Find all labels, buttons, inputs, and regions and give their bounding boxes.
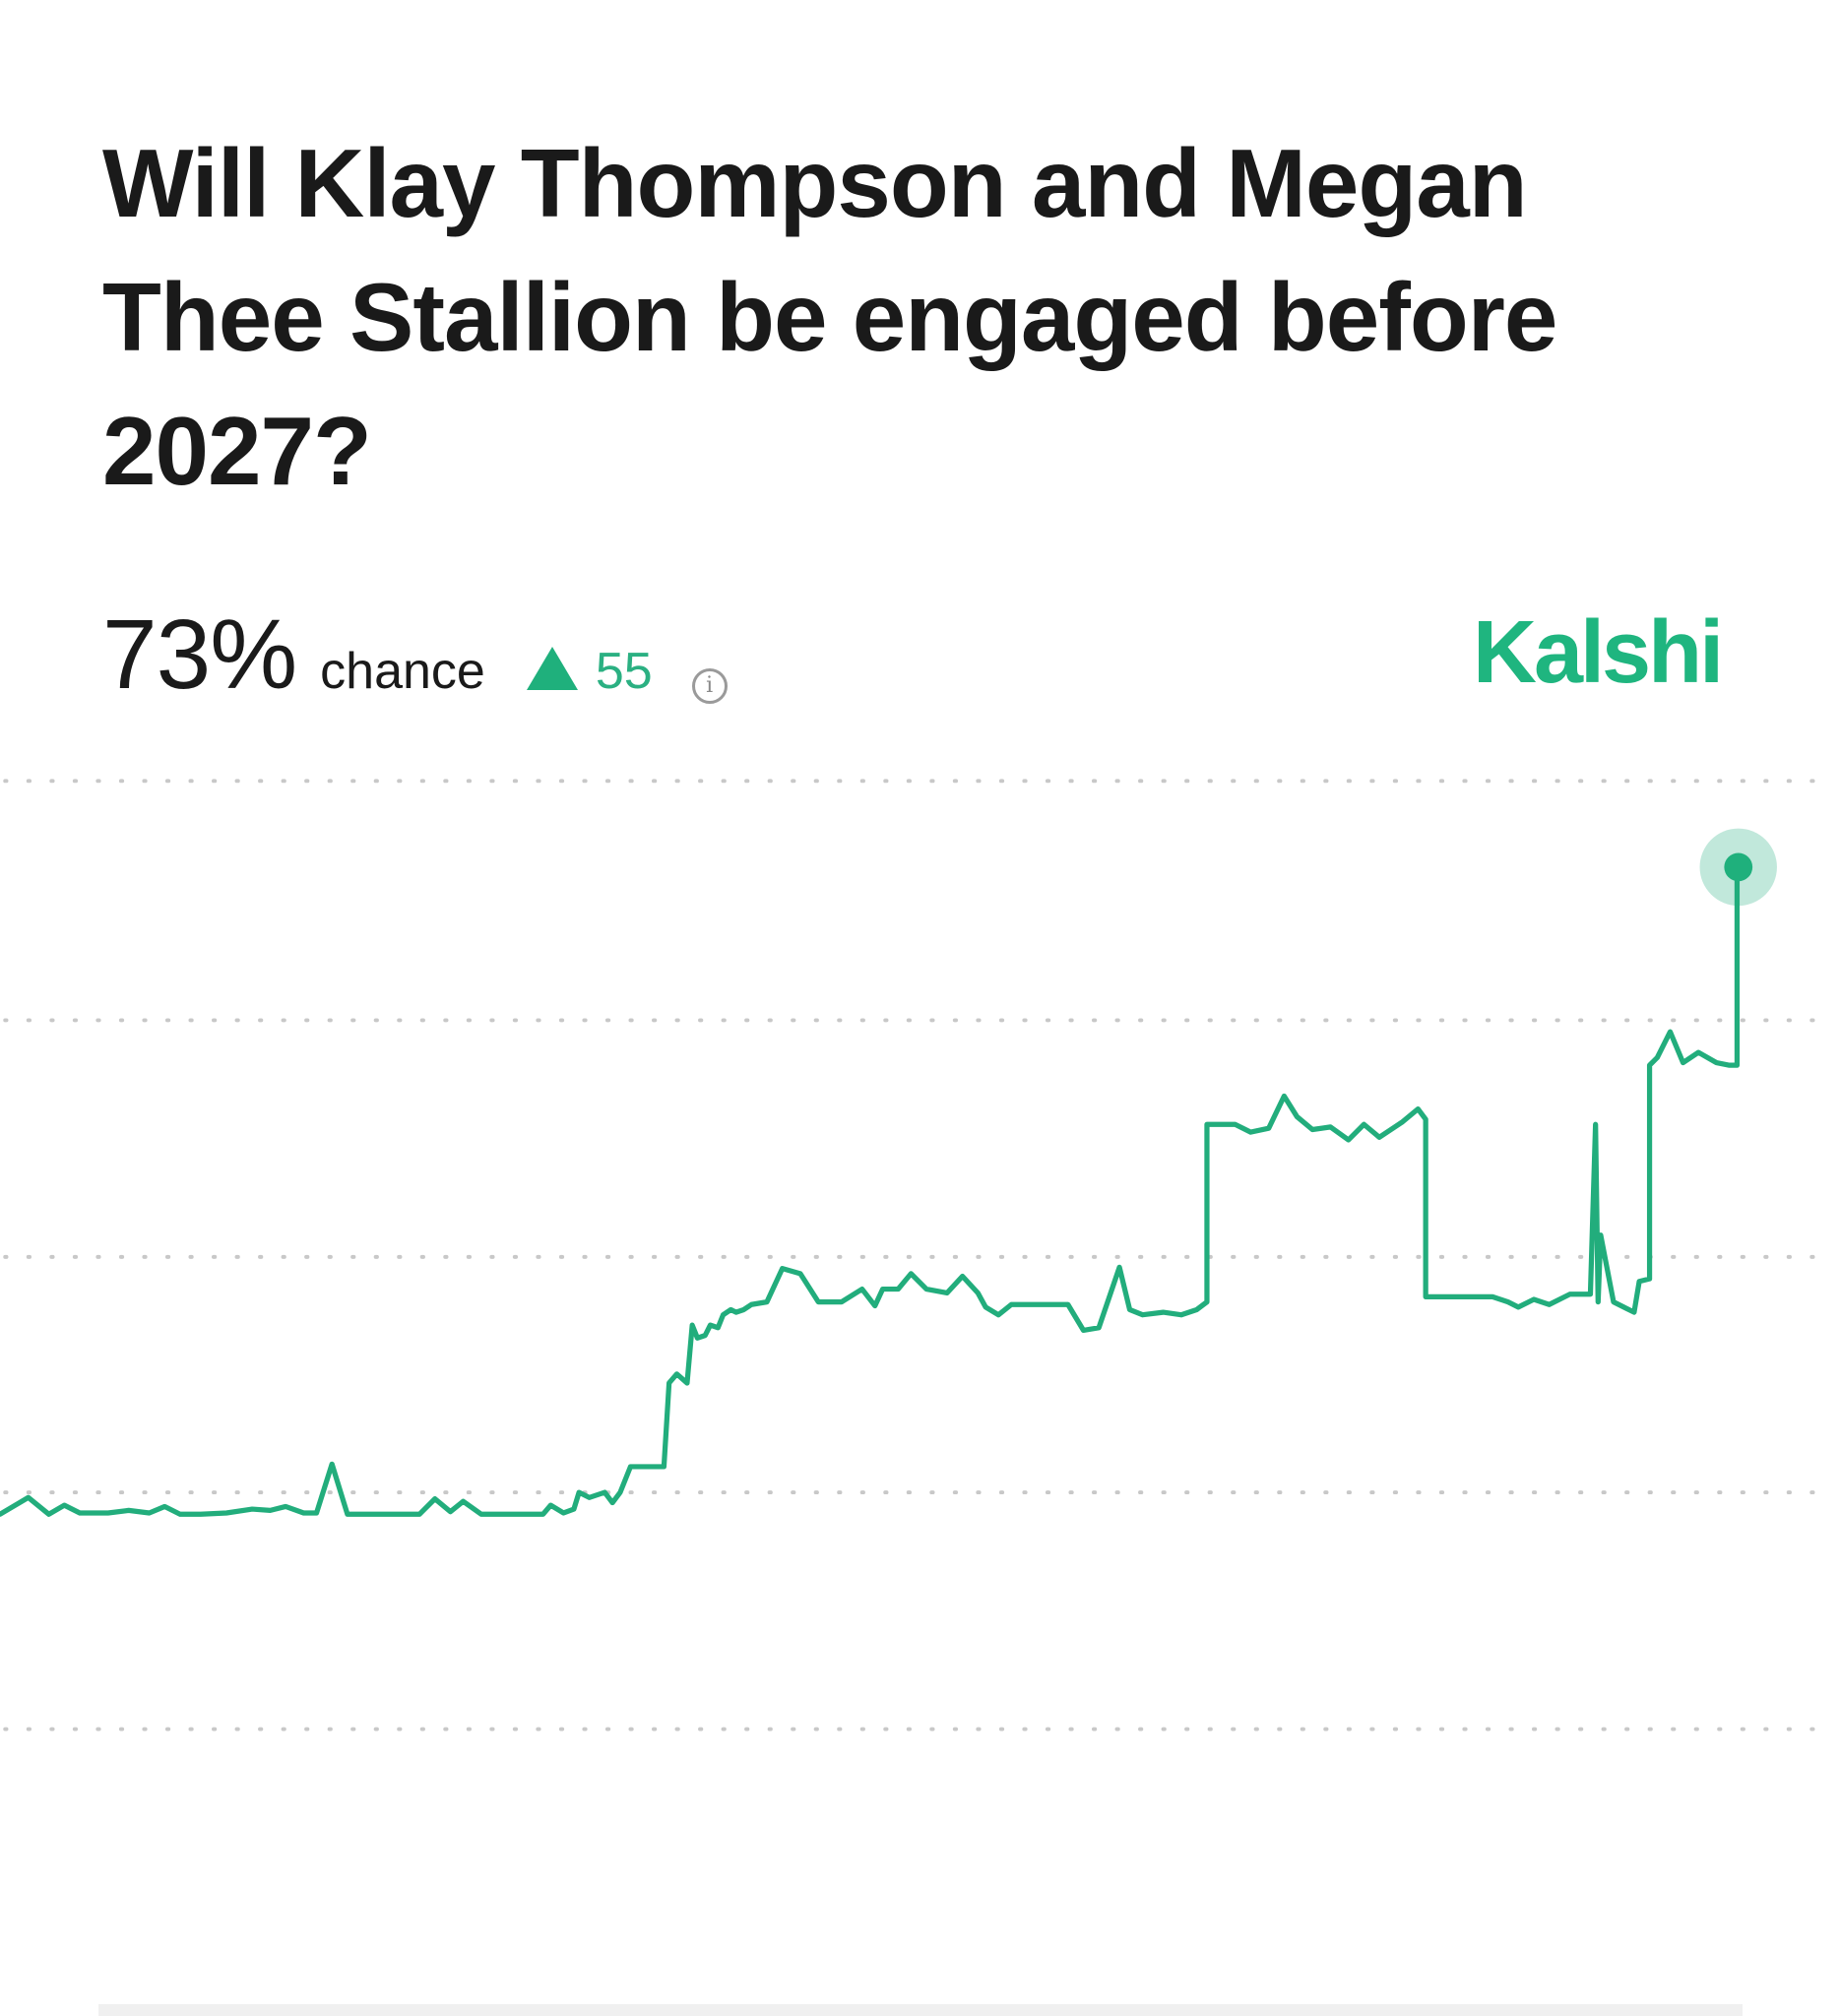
bottom-scroll-track bbox=[98, 2004, 1743, 2016]
probability-row: 73% chance 55 i bbox=[102, 598, 728, 710]
question-line-2: Thee Stallion be engaged before bbox=[102, 263, 1557, 371]
triangle-up-icon bbox=[526, 647, 578, 690]
probability-value: 73% bbox=[102, 599, 297, 710]
question-line-1: Will Klay Thompson and Megan bbox=[102, 129, 1528, 237]
change-indicator: 55 bbox=[526, 642, 653, 701]
question-line-3: 2027? bbox=[102, 397, 372, 505]
kalshi-logo: Kalshi bbox=[1473, 603, 1724, 702]
current-point-dot[interactable] bbox=[1724, 852, 1753, 882]
gridlines bbox=[3, 779, 1837, 1732]
info-icon[interactable]: i bbox=[691, 668, 728, 704]
probability-label: chance bbox=[320, 643, 485, 700]
price-line bbox=[0, 864, 1741, 1517]
market-question: Will Klay Thompson and Megan Thee Stalli… bbox=[102, 116, 1678, 518]
change-value: 55 bbox=[595, 643, 653, 700]
